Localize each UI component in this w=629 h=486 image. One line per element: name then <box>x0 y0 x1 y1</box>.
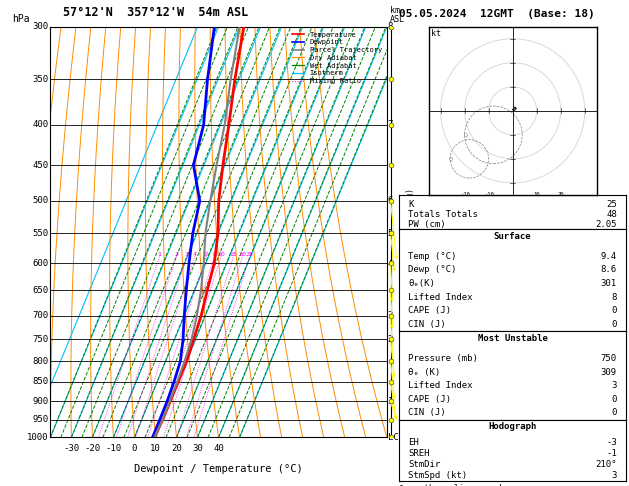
Text: 900: 900 <box>33 397 48 406</box>
Text: LCL: LCL <box>387 433 404 442</box>
Text: -30: -30 <box>64 444 79 452</box>
Legend: Temperature, Dewpoint, Parcel Trajectory, Dry Adiabat, Wet Adiabat, Isotherm, Mi: Temperature, Dewpoint, Parcel Trajectory… <box>290 30 383 86</box>
Text: 25: 25 <box>606 200 617 209</box>
Text: -10: -10 <box>105 444 121 452</box>
Text: 30: 30 <box>192 444 203 452</box>
Text: K: K <box>408 200 414 209</box>
Text: 500: 500 <box>33 196 48 206</box>
Text: hPa: hPa <box>13 14 30 24</box>
Text: 1: 1 <box>387 397 393 406</box>
Text: km
ASL: km ASL <box>390 6 405 24</box>
Text: 1: 1 <box>157 252 161 258</box>
Text: 8: 8 <box>212 252 216 258</box>
Text: 48: 48 <box>606 210 617 219</box>
Text: 301: 301 <box>601 279 617 288</box>
Text: 210°: 210° <box>595 460 617 469</box>
Text: 2: 2 <box>174 252 178 258</box>
Text: 600: 600 <box>33 259 48 268</box>
Text: 950: 950 <box>33 416 48 424</box>
Text: 25: 25 <box>245 252 253 258</box>
Text: CIN (J): CIN (J) <box>408 408 446 417</box>
Text: 750: 750 <box>33 335 48 344</box>
Text: θₑ(K): θₑ(K) <box>408 279 435 288</box>
Text: 0: 0 <box>611 395 617 404</box>
Text: 4: 4 <box>387 259 393 268</box>
Text: Surface: Surface <box>494 232 532 241</box>
Text: PW (cm): PW (cm) <box>408 220 446 228</box>
Text: Most Unstable: Most Unstable <box>477 334 548 343</box>
Text: θₑ (K): θₑ (K) <box>408 367 441 377</box>
Text: 800: 800 <box>33 357 48 366</box>
Text: Dewp (°C): Dewp (°C) <box>408 265 457 274</box>
Text: 700: 700 <box>33 311 48 320</box>
Text: CIN (J): CIN (J) <box>408 320 446 329</box>
Text: 5: 5 <box>387 229 393 238</box>
Text: 8: 8 <box>387 22 393 31</box>
Text: CAPE (J): CAPE (J) <box>408 395 452 404</box>
Text: 309: 309 <box>601 367 617 377</box>
Text: -3: -3 <box>606 437 617 447</box>
Text: -1: -1 <box>606 449 617 458</box>
Text: 0: 0 <box>611 320 617 329</box>
Text: 10: 10 <box>533 192 540 197</box>
Text: 8.6: 8.6 <box>601 265 617 274</box>
Text: 0: 0 <box>131 444 137 452</box>
Text: 2.05: 2.05 <box>595 220 617 228</box>
Text: 300: 300 <box>33 22 48 31</box>
Text: 850: 850 <box>33 378 48 386</box>
Text: Totals Totals: Totals Totals <box>408 210 478 219</box>
Text: Q: Q <box>449 156 454 161</box>
Text: 400: 400 <box>33 121 48 129</box>
Text: 8: 8 <box>611 293 617 302</box>
Text: 0: 0 <box>611 306 617 315</box>
Text: 750: 750 <box>601 354 617 363</box>
Text: 20: 20 <box>238 252 246 258</box>
Text: 1000: 1000 <box>27 433 48 442</box>
Text: 6: 6 <box>204 252 208 258</box>
Text: EH: EH <box>408 437 419 447</box>
Text: Hodograph: Hodograph <box>489 422 537 431</box>
Text: 57°12'N  357°12'W  54m ASL: 57°12'N 357°12'W 54m ASL <box>63 6 248 19</box>
Text: 450: 450 <box>33 160 48 170</box>
Text: 3: 3 <box>611 471 617 480</box>
Text: 9.4: 9.4 <box>601 252 617 260</box>
Text: Mixing Ratio (g/kg): Mixing Ratio (g/kg) <box>406 188 415 276</box>
Text: kt: kt <box>431 29 441 38</box>
Text: 40: 40 <box>213 444 224 452</box>
Text: -20: -20 <box>84 444 101 452</box>
Text: StmSpd (kt): StmSpd (kt) <box>408 471 467 480</box>
Text: 3: 3 <box>185 252 189 258</box>
Text: 05.05.2024  12GMT  (Base: 18): 05.05.2024 12GMT (Base: 18) <box>399 9 595 19</box>
Text: Temp (°C): Temp (°C) <box>408 252 457 260</box>
Text: 0: 0 <box>611 408 617 417</box>
Text: 3: 3 <box>611 381 617 390</box>
Text: Lifted Index: Lifted Index <box>408 381 473 390</box>
Text: Q: Q <box>464 132 467 138</box>
Text: SREH: SREH <box>408 449 430 458</box>
Text: 10: 10 <box>150 444 161 452</box>
Text: -10: -10 <box>484 192 494 197</box>
Text: 650: 650 <box>33 286 48 295</box>
Text: 6: 6 <box>387 196 393 206</box>
Text: 350: 350 <box>33 75 48 84</box>
Text: CAPE (J): CAPE (J) <box>408 306 452 315</box>
Text: 4: 4 <box>192 252 196 258</box>
Text: 20: 20 <box>557 192 564 197</box>
Text: 7: 7 <box>387 121 393 129</box>
Text: Dewpoint / Temperature (°C): Dewpoint / Temperature (°C) <box>134 464 303 474</box>
Text: Pressure (mb): Pressure (mb) <box>408 354 478 363</box>
Text: 3: 3 <box>387 311 393 320</box>
Text: 550: 550 <box>33 229 48 238</box>
Text: 10: 10 <box>217 252 225 258</box>
Text: StmDir: StmDir <box>408 460 441 469</box>
Text: © weatheronline.co.uk: © weatheronline.co.uk <box>399 484 504 486</box>
Text: 2: 2 <box>387 335 393 344</box>
Text: Lifted Index: Lifted Index <box>408 293 473 302</box>
Text: 20: 20 <box>171 444 182 452</box>
Text: -20: -20 <box>460 192 469 197</box>
Text: 15: 15 <box>230 252 237 258</box>
